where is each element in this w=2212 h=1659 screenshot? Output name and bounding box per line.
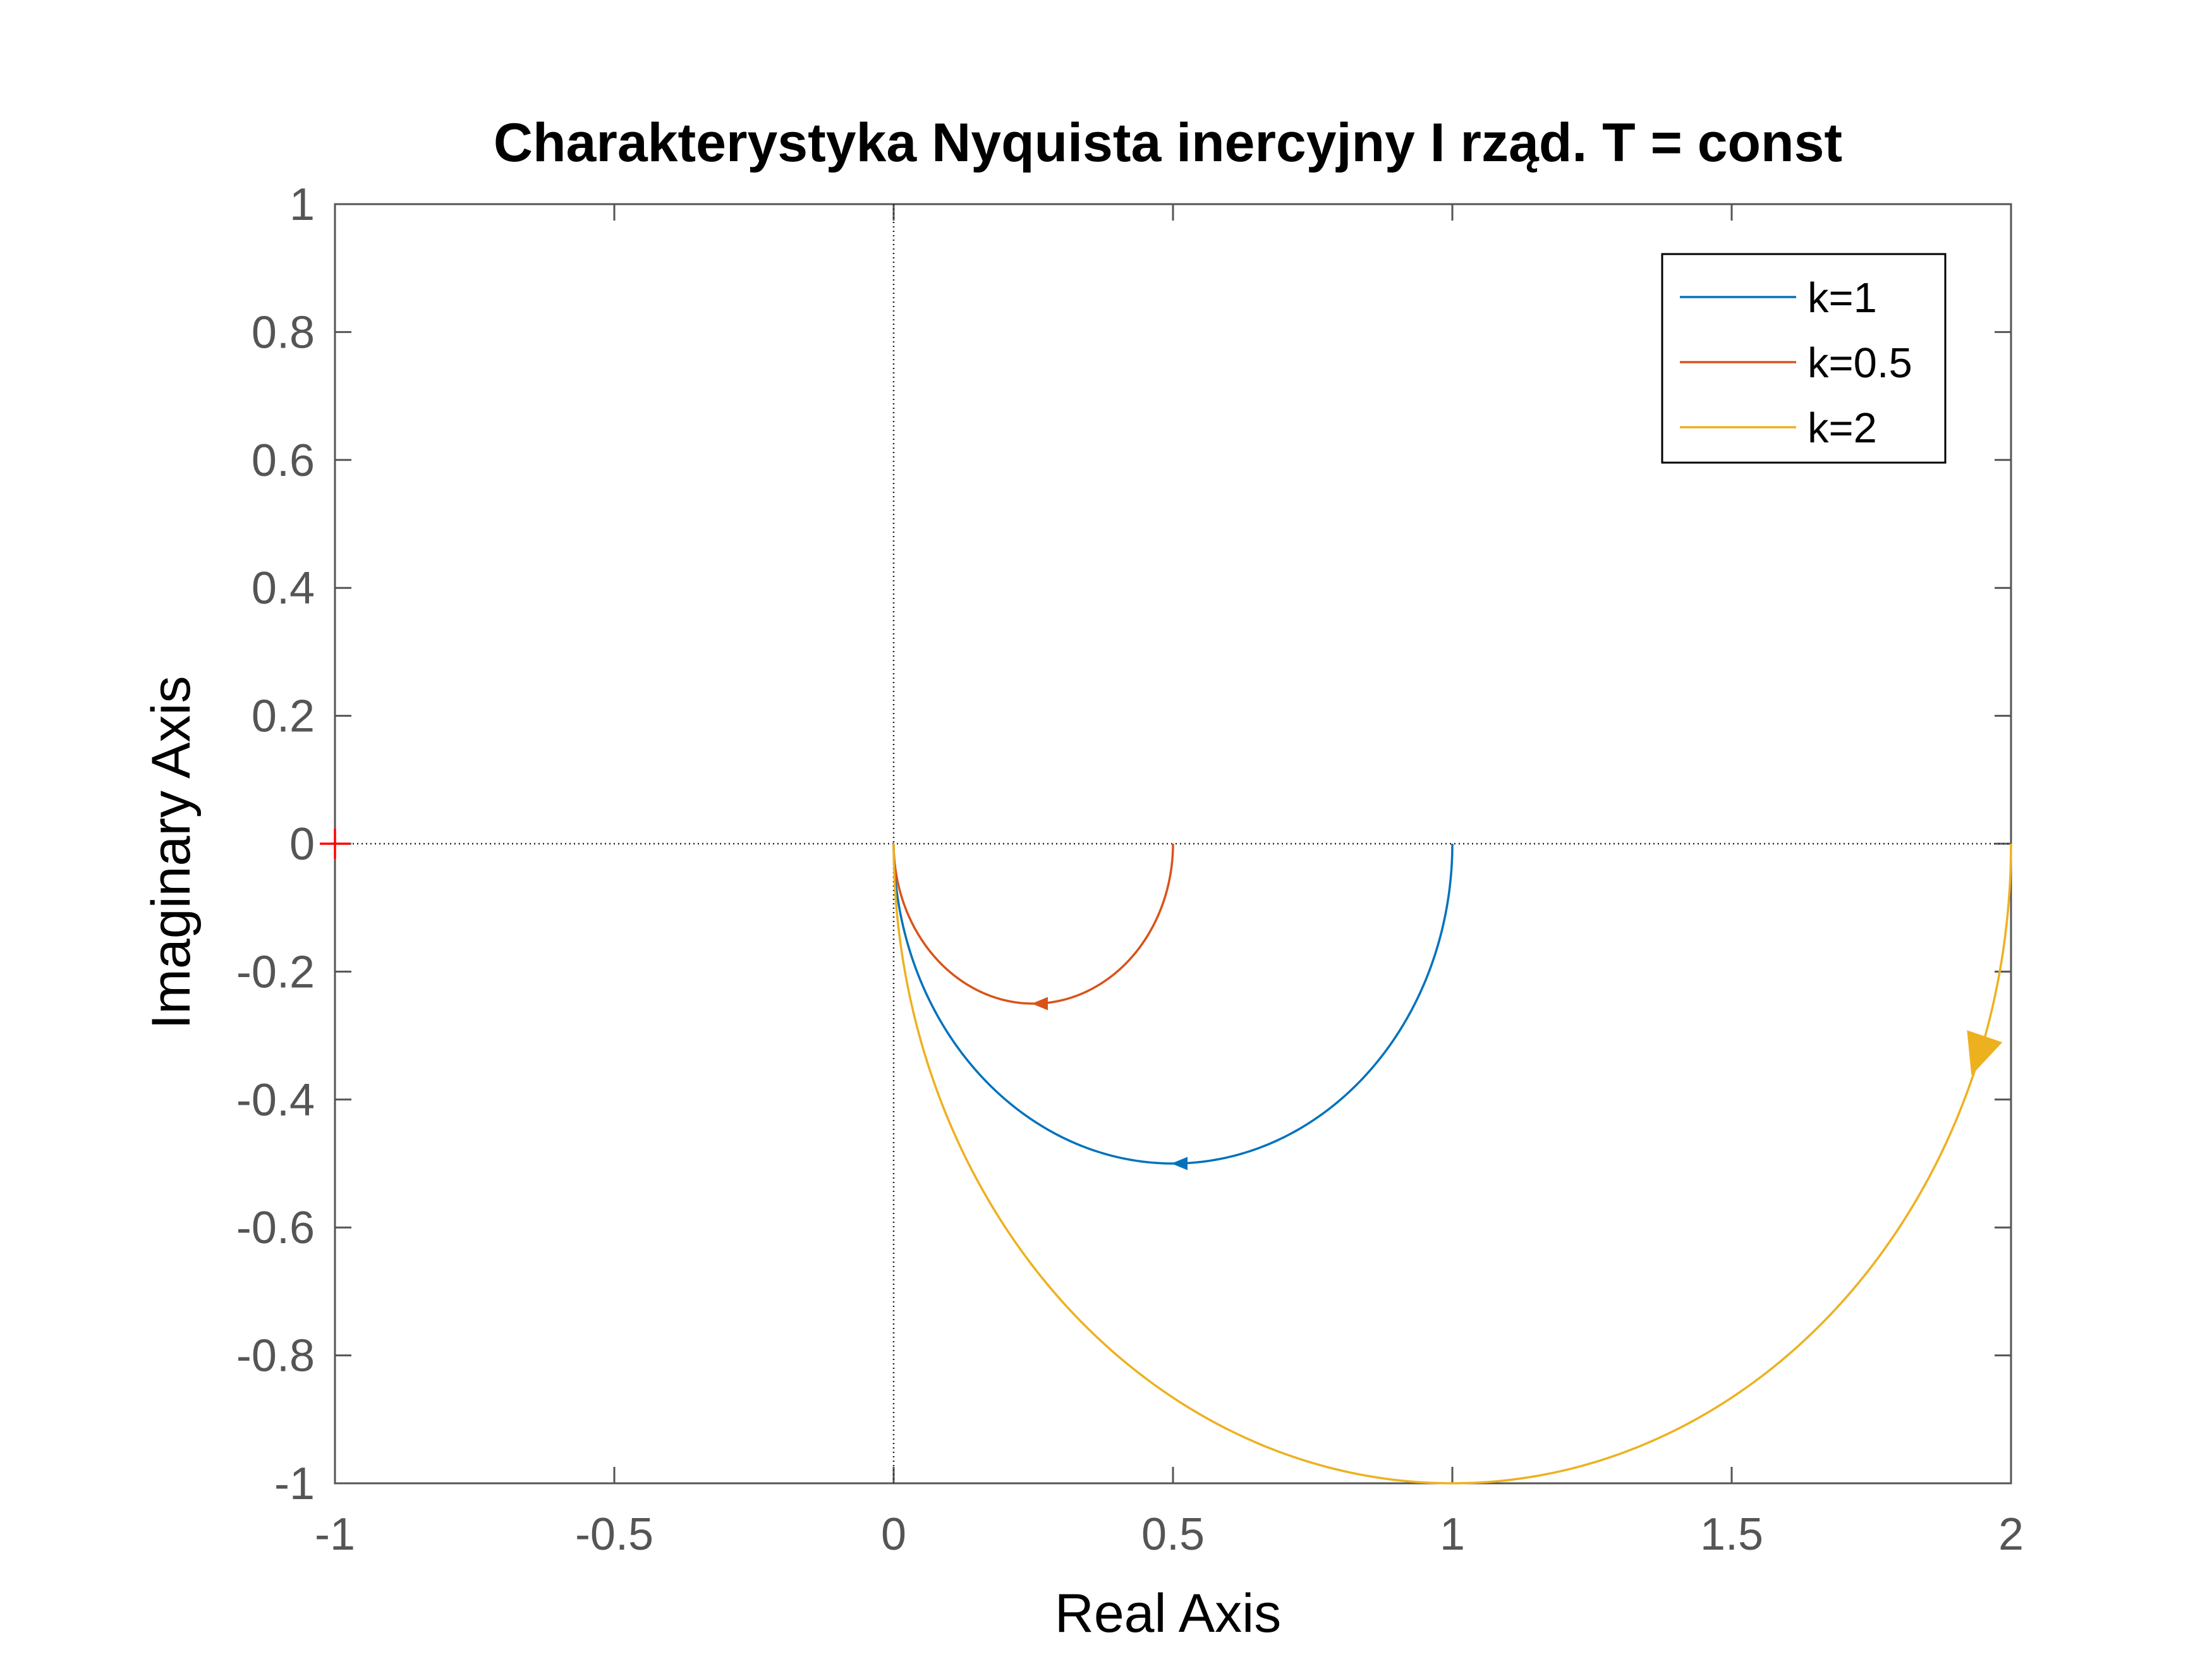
x-tick-label: -1	[315, 1509, 355, 1560]
y-tick-label: 0.4	[252, 563, 315, 614]
y-tick-label: -0.4	[236, 1075, 315, 1126]
y-tick-label: 0.6	[252, 435, 315, 486]
chart-title: Charakterystyka Nyquista inercyjny I rzą…	[494, 112, 1842, 173]
x-tick-label: 2	[1998, 1509, 2024, 1560]
x-tick-label: -0.5	[575, 1509, 653, 1560]
y-tick-label: -0.6	[236, 1203, 315, 1253]
x-axis-label: Real Axis	[1055, 1583, 1282, 1644]
x-tick-label: 1	[1440, 1509, 1465, 1560]
legend-label-k=0.5: k=0.5	[1808, 339, 1912, 387]
plot-area: -1 -0.5 0 0.5 1 1.5 2 1 0.8 0.6 0.4 0.2 0 -0.2 -0.4 -0.…	[236, 179, 2024, 1560]
x-tick-label: 1.5	[1700, 1509, 1763, 1560]
y-tick-label: 0.8	[252, 307, 315, 358]
direction-arrow-k=0.5	[1031, 997, 1048, 1011]
legend-label-k=2: k=2	[1808, 404, 1877, 452]
direction-arrow-k=2	[1967, 1030, 2003, 1076]
legend: k=1 k=0.5 k=2	[1661, 253, 1947, 464]
x-tick-label: 0	[881, 1509, 906, 1560]
y-axis-label: Imaginary Axis	[141, 676, 202, 1029]
x-tick-label: 0.5	[1141, 1509, 1205, 1560]
legend-label-k=1: k=1	[1808, 274, 1877, 322]
y-tick-label: 1	[289, 179, 315, 230]
y-tick-label: 0	[289, 819, 315, 870]
direction-arrow-k=1	[1171, 1157, 1188, 1170]
y-tick-label: 0.2	[252, 691, 315, 742]
y-tick-label: -1	[274, 1459, 315, 1509]
series-curve-k=2	[892, 843, 2012, 1485]
y-tick-label: -0.2	[236, 947, 315, 997]
y-tick-label: -0.8	[236, 1331, 315, 1382]
